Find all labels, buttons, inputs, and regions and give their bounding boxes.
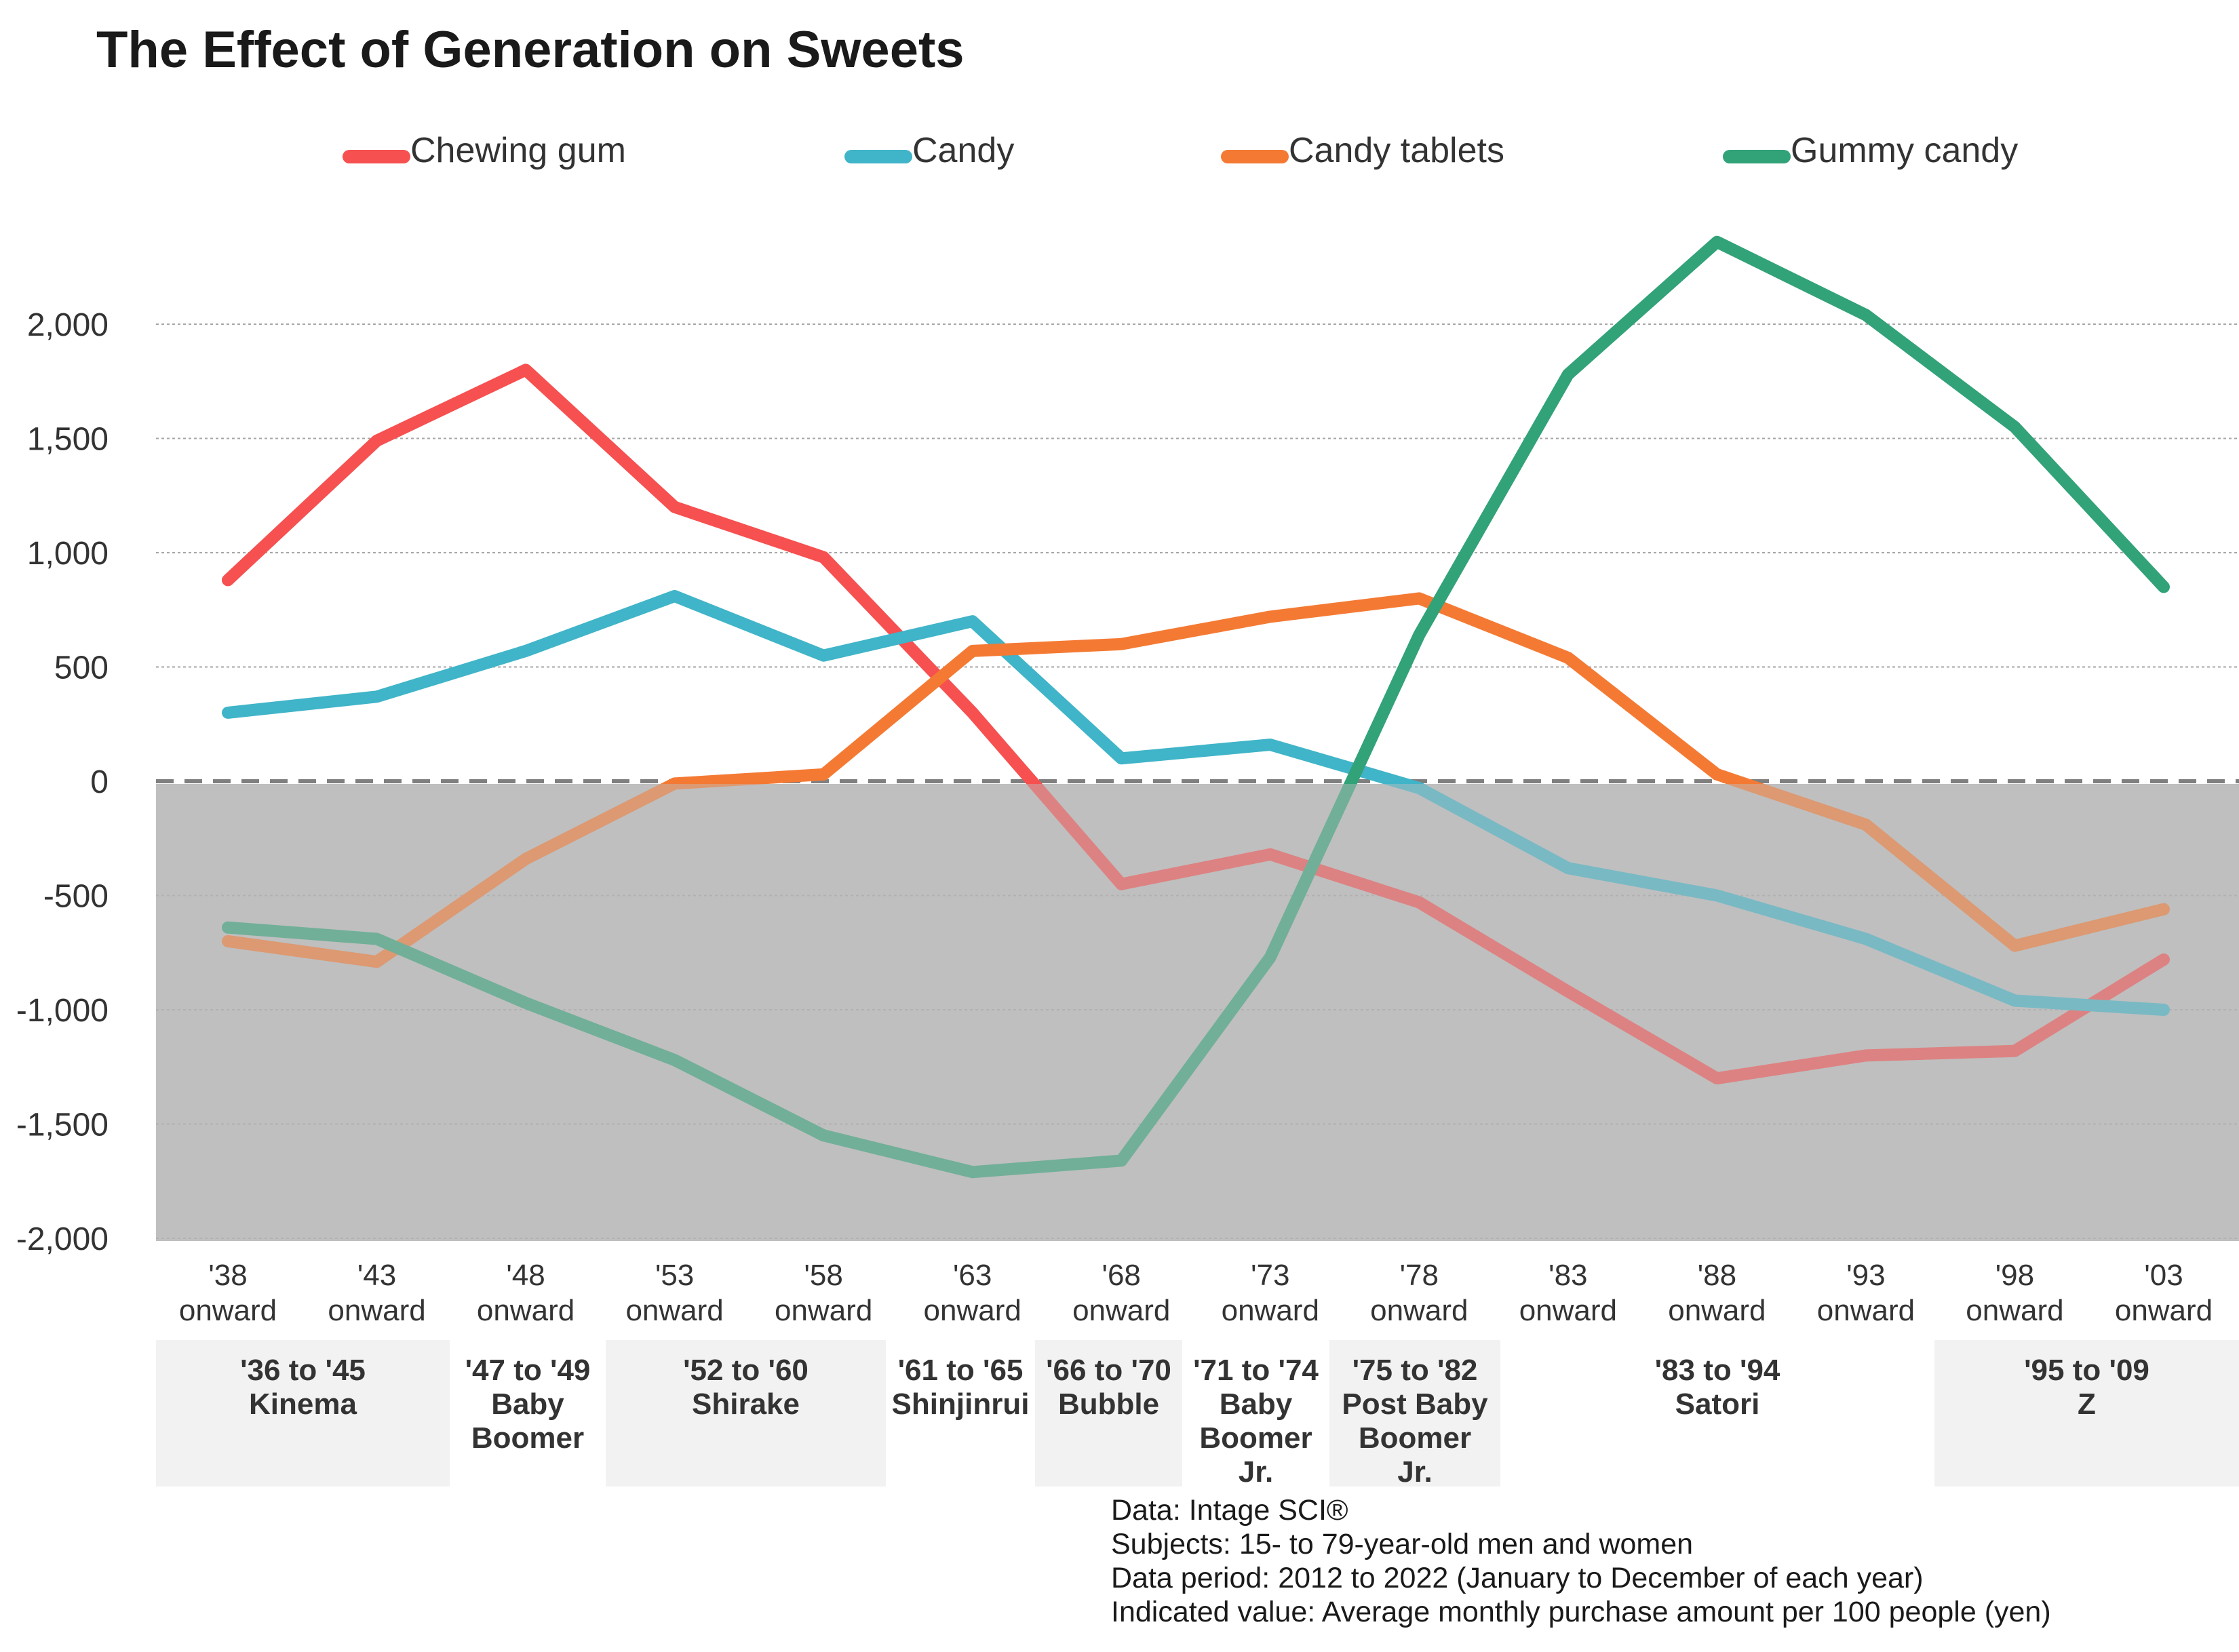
y-tick-label: -1,500 — [16, 1107, 109, 1143]
x-tick-label: onward — [924, 1294, 1021, 1327]
x-tick-label: '93 — [1846, 1259, 1885, 1292]
generation-label: '66 to '70 Bubble — [1046, 1354, 1171, 1421]
generation-label: '36 to '45 Kinema — [240, 1354, 366, 1421]
legend-label: Chewing gum — [410, 131, 626, 170]
generation-label: '47 to '49 Baby Boomer — [465, 1354, 591, 1455]
y-tick-label: -500 — [43, 879, 109, 915]
generation-bubble: '66 to '70 Bubble — [1035, 1340, 1182, 1487]
x-tick-label: '98 — [1995, 1259, 2034, 1292]
y-tick-label: 1,000 — [27, 536, 109, 572]
series-line-candy-tablets — [222, 592, 2170, 968]
x-tick-label: '53 — [655, 1259, 694, 1292]
x-tick-label: '73 — [1251, 1259, 1289, 1292]
generation-label: '52 to '60 Shirake — [683, 1354, 809, 1421]
y-tick-label: 1,500 — [27, 422, 109, 458]
x-tick-label: '43 — [357, 1259, 396, 1292]
generation-label: '95 to '09 Z — [2024, 1354, 2149, 1421]
x-tick-label: onward — [1668, 1294, 1766, 1327]
note-line: Data period: 2012 to 2022 (January to De… — [1111, 1562, 1924, 1594]
x-tick-label: onward — [179, 1294, 277, 1327]
x-tick-label: '63 — [953, 1259, 992, 1292]
x-tick-label: onward — [1817, 1294, 1915, 1327]
x-tick-label: onward — [477, 1294, 575, 1327]
y-tick-label: -2,000 — [16, 1221, 109, 1257]
generation-baby-boomer-jr: '71 to '74 Baby Boomer Jr. — [1182, 1340, 1329, 1489]
x-tick-label: '38 — [208, 1259, 247, 1292]
x-tick-label: '68 — [1102, 1259, 1141, 1292]
note-line: Indicated value: Average monthly purchas… — [1111, 1596, 2051, 1628]
legend-label: Candy tablets — [1289, 131, 1504, 170]
series-line-candy — [222, 590, 2170, 1016]
generation-label: '75 to '82 Post Baby Boomer Jr. — [1342, 1354, 1488, 1489]
chart-title: The Effect of Generation on Sweets — [96, 21, 965, 79]
x-tick-label: onward — [625, 1294, 723, 1327]
generation-label: '83 to '94 Satori — [1654, 1354, 1780, 1421]
x-tick-label: '58 — [804, 1259, 842, 1292]
y-tick-label: 0 — [90, 764, 109, 800]
y-tick-label: 2,000 — [27, 307, 109, 343]
x-tick-label: '48 — [506, 1259, 545, 1292]
x-tick-label: '88 — [1698, 1259, 1736, 1292]
generation-z: '95 to '09 Z — [1934, 1340, 2239, 1487]
x-tick-label: onward — [328, 1294, 425, 1327]
x-tick-label: '83 — [1549, 1259, 1587, 1292]
generation-shirake: '52 to '60 Shirake — [606, 1340, 886, 1487]
generation-satori: '83 to '94 Satori — [1500, 1340, 1934, 1487]
generation-label: '71 to '74 Baby Boomer Jr. — [1193, 1354, 1319, 1489]
legend-label: Gummy candy — [1791, 131, 2019, 170]
data-notes: Data: Intage SCI® Subjects: 15- to 79-ye… — [1111, 1493, 2051, 1629]
legend-label: Candy — [912, 131, 1015, 170]
x-tick-label: onward — [1072, 1294, 1170, 1327]
legend-swatch — [1221, 150, 1289, 163]
negative-region-overlay — [156, 784, 2239, 1241]
x-tick-label: onward — [2115, 1294, 2213, 1327]
x-tick-label: onward — [1370, 1294, 1468, 1327]
note-line: Data: Intage SCI® — [1111, 1494, 1348, 1527]
series-line-gummy-candy — [222, 235, 2170, 1179]
generation-post-baby-boomer-jr: '75 to '82 Post Baby Boomer Jr. — [1329, 1340, 1500, 1489]
generation-baby-boomer: '47 to '49 Baby Boomer — [450, 1340, 606, 1487]
legend-swatch — [343, 150, 410, 163]
negative-region-shading — [156, 784, 2239, 1241]
x-tick-label: onward — [1966, 1294, 2063, 1327]
x-tick-label: onward — [1222, 1294, 1319, 1327]
x-tick-label: onward — [775, 1294, 872, 1327]
legend-swatch — [844, 150, 912, 163]
generation-shinjinrui: '61 to '65 Shinjinrui — [886, 1340, 1035, 1487]
legend-swatch — [1723, 150, 1791, 163]
x-tick-label: '03 — [2144, 1259, 2183, 1292]
note-line: Subjects: 15- to 79-year-old men and wom… — [1111, 1528, 1694, 1560]
y-tick-label: -1,000 — [16, 993, 109, 1029]
x-tick-label: onward — [1519, 1294, 1617, 1327]
x-tick-label: '78 — [1400, 1259, 1439, 1292]
generation-label: '61 to '65 Shinjinrui — [891, 1354, 1030, 1421]
generation-kinema: '36 to '45 Kinema — [156, 1340, 450, 1487]
series-line-chewing-gum — [222, 363, 2170, 1085]
y-tick-label: 500 — [54, 650, 109, 686]
